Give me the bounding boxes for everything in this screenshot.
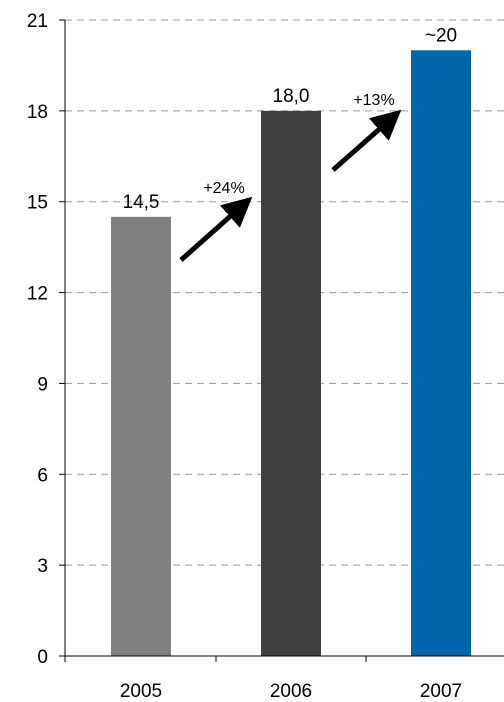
growth-arrow-1 xyxy=(179,196,253,262)
bar-2005 xyxy=(111,216,171,656)
growth-label-1: +24% xyxy=(203,180,244,197)
value-label-2005: 14,5 xyxy=(123,192,160,213)
y-tick-label-6: 6 xyxy=(37,465,48,486)
value-label-2006: 18,0 xyxy=(273,86,310,107)
growth-annotations: +24% +13% xyxy=(179,92,402,262)
bars xyxy=(111,50,471,657)
growth-arrow-2 xyxy=(331,109,402,172)
y-tick-label-21: 21 xyxy=(27,11,48,32)
y-tick-label-15: 15 xyxy=(27,193,48,214)
x-tick-label-2005: 2005 xyxy=(120,681,162,702)
axes: 0 3 6 9 12 15 18 21 xyxy=(27,11,504,668)
y-tick-label-3: 3 xyxy=(37,556,48,577)
y-tick-label-18: 18 xyxy=(27,102,48,123)
y-tick-label-0: 0 xyxy=(37,647,48,668)
growth-label-2: +13% xyxy=(353,92,394,109)
x-tick-label-2007: 2007 xyxy=(420,681,462,702)
x-tick-label-2006: 2006 xyxy=(270,681,312,702)
labels: 14,5 2005 18,0 2006 ~20 2007 xyxy=(120,25,462,702)
bar-2006 xyxy=(261,110,321,657)
bar-2007 xyxy=(411,50,471,657)
value-label-2007: ~20 xyxy=(425,25,457,46)
y-tick-label-12: 12 xyxy=(27,284,48,305)
y-tick-label-9: 9 xyxy=(37,374,48,395)
